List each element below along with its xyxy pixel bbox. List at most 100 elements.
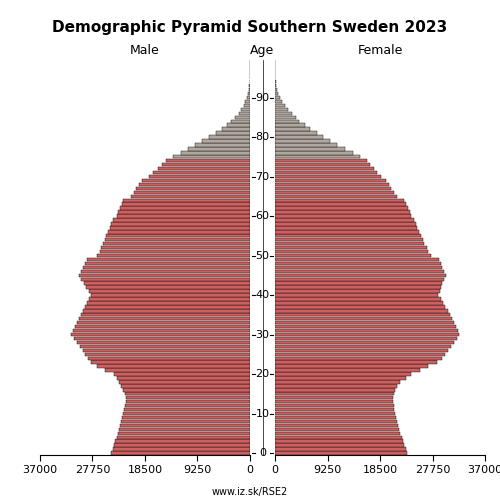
Bar (120, 424, 250, 427)
Bar (82, 348, 250, 352)
Bar (87, 258, 250, 261)
Bar (275, 412, 396, 415)
Bar (275, 376, 406, 380)
Bar (247, 96, 250, 99)
Bar (275, 88, 277, 92)
Bar (86, 352, 250, 356)
Bar (106, 234, 250, 237)
Bar (166, 159, 250, 162)
Bar (275, 294, 438, 296)
Bar (275, 424, 398, 427)
Text: 90: 90 (256, 92, 270, 102)
Bar (120, 380, 250, 384)
Bar (246, 100, 250, 103)
Bar (122, 416, 250, 419)
Bar (195, 143, 250, 146)
Bar (275, 384, 397, 388)
Bar (275, 392, 394, 396)
Bar (122, 202, 250, 206)
Bar (121, 384, 250, 388)
Bar (275, 278, 444, 281)
Bar (275, 313, 450, 316)
Bar (275, 175, 380, 178)
Bar (103, 242, 250, 246)
Bar (180, 151, 250, 154)
Bar (124, 392, 250, 396)
Bar (82, 278, 250, 281)
Bar (82, 309, 250, 312)
Bar (162, 163, 250, 166)
Bar (84, 282, 250, 285)
Bar (275, 440, 402, 443)
Bar (81, 270, 250, 273)
Bar (248, 92, 250, 96)
Bar (275, 270, 444, 273)
Bar (275, 210, 409, 214)
Bar (275, 420, 397, 423)
Bar (275, 301, 443, 304)
Bar (77, 321, 250, 324)
Text: 30: 30 (256, 330, 270, 340)
Bar (275, 388, 396, 392)
Bar (275, 290, 440, 293)
Bar (275, 186, 392, 190)
Bar (275, 238, 422, 242)
Bar (90, 298, 250, 300)
Bar (275, 147, 345, 150)
Bar (275, 218, 414, 222)
Bar (275, 325, 456, 328)
Bar (96, 254, 250, 257)
Bar (123, 412, 250, 415)
Bar (275, 432, 400, 435)
Bar (275, 444, 404, 447)
Bar (124, 198, 250, 202)
Bar (275, 396, 392, 400)
Bar (275, 364, 428, 368)
Bar (275, 254, 431, 257)
Bar (275, 140, 330, 142)
Bar (123, 388, 250, 392)
Bar (140, 182, 250, 186)
Bar (275, 182, 388, 186)
Title: Age: Age (250, 44, 274, 58)
Bar (126, 400, 250, 404)
Bar (275, 222, 416, 226)
Bar (275, 380, 400, 384)
Bar (110, 226, 250, 230)
Bar (111, 452, 250, 454)
Bar (114, 372, 250, 376)
Bar (74, 337, 250, 340)
Bar (275, 408, 394, 412)
Text: 20: 20 (256, 369, 270, 379)
Bar (275, 266, 442, 269)
Bar (275, 436, 402, 439)
Bar (275, 452, 407, 454)
Bar (275, 120, 299, 123)
Bar (118, 210, 250, 214)
Bar (112, 448, 250, 451)
Bar (275, 337, 456, 340)
Bar (149, 175, 250, 178)
Bar (275, 348, 448, 352)
Bar (249, 84, 250, 87)
Bar (275, 340, 454, 344)
Bar (275, 372, 411, 376)
Bar (124, 408, 250, 412)
Bar (275, 190, 394, 194)
Bar (242, 108, 250, 111)
Bar (275, 112, 291, 115)
Bar (275, 428, 400, 431)
Bar (275, 143, 338, 146)
Bar (275, 84, 276, 87)
Bar (275, 128, 310, 131)
Bar (275, 202, 406, 206)
Bar (82, 266, 250, 269)
Text: 60: 60 (256, 211, 270, 221)
Bar (202, 140, 250, 142)
Title: Male: Male (130, 44, 160, 58)
Bar (275, 352, 446, 356)
Text: 80: 80 (256, 132, 270, 142)
Bar (275, 400, 393, 404)
Bar (275, 96, 280, 99)
Bar (275, 404, 394, 407)
